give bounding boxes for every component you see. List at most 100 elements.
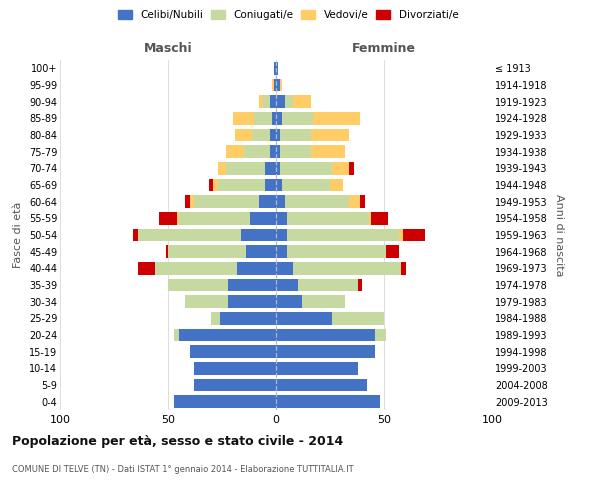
Bar bbox=[330, 179, 343, 192]
Bar bbox=[190, 346, 276, 358]
Bar bbox=[276, 396, 380, 408]
Bar bbox=[276, 346, 376, 358]
Bar bbox=[138, 229, 241, 241]
Bar bbox=[246, 246, 276, 258]
Bar bbox=[280, 79, 283, 92]
Bar bbox=[276, 112, 283, 124]
Bar bbox=[311, 129, 349, 141]
Bar bbox=[244, 146, 269, 158]
Y-axis label: Anni di nascita: Anni di nascita bbox=[554, 194, 564, 276]
Bar bbox=[269, 146, 276, 158]
Bar bbox=[376, 329, 386, 341]
Bar bbox=[371, 212, 388, 224]
Bar bbox=[313, 112, 360, 124]
Bar bbox=[399, 229, 403, 241]
Bar bbox=[237, 262, 276, 274]
Bar bbox=[218, 162, 226, 174]
Bar bbox=[276, 162, 280, 174]
Bar bbox=[274, 79, 276, 92]
Bar bbox=[360, 196, 365, 208]
Bar bbox=[241, 229, 276, 241]
Bar bbox=[298, 279, 358, 291]
Bar bbox=[311, 146, 345, 158]
Bar bbox=[175, 396, 276, 408]
Bar bbox=[220, 312, 276, 324]
Bar bbox=[280, 129, 311, 141]
Bar bbox=[155, 262, 237, 274]
Bar bbox=[276, 246, 287, 258]
Bar bbox=[358, 279, 362, 291]
Text: COMUNE DI TELVE (TN) - Dati ISTAT 1° gennaio 2014 - Elaborazione TUTTITALIA.IT: COMUNE DI TELVE (TN) - Dati ISTAT 1° gen… bbox=[12, 465, 353, 474]
Bar bbox=[349, 162, 354, 174]
Bar bbox=[190, 196, 194, 208]
Bar bbox=[287, 229, 399, 241]
Text: Maschi: Maschi bbox=[143, 42, 193, 55]
Bar bbox=[276, 262, 293, 274]
Bar bbox=[179, 212, 250, 224]
Bar bbox=[194, 379, 276, 391]
Bar bbox=[259, 196, 276, 208]
Bar bbox=[276, 362, 358, 374]
Bar bbox=[276, 79, 280, 92]
Bar bbox=[276, 329, 376, 341]
Bar bbox=[254, 112, 272, 124]
Bar bbox=[259, 96, 263, 108]
Bar bbox=[265, 179, 276, 192]
Bar bbox=[235, 129, 252, 141]
Bar bbox=[276, 379, 367, 391]
Bar bbox=[287, 212, 369, 224]
Bar bbox=[293, 96, 311, 108]
Bar bbox=[401, 262, 406, 274]
Bar bbox=[369, 212, 371, 224]
Bar bbox=[403, 229, 425, 241]
Bar bbox=[179, 329, 276, 341]
Bar bbox=[276, 212, 287, 224]
Bar bbox=[386, 246, 399, 258]
Bar bbox=[280, 146, 311, 158]
Bar bbox=[194, 362, 276, 374]
Bar bbox=[269, 129, 276, 141]
Bar bbox=[276, 96, 284, 108]
Bar bbox=[265, 162, 276, 174]
Bar bbox=[274, 62, 276, 74]
Bar bbox=[263, 96, 269, 108]
Bar bbox=[276, 129, 280, 141]
Bar bbox=[211, 312, 220, 324]
Bar bbox=[332, 312, 384, 324]
Bar bbox=[287, 246, 386, 258]
Bar bbox=[160, 212, 176, 224]
Bar bbox=[272, 79, 274, 92]
Bar bbox=[229, 279, 276, 291]
Bar bbox=[194, 196, 259, 208]
Bar bbox=[272, 112, 276, 124]
Bar bbox=[293, 262, 401, 274]
Bar bbox=[276, 279, 298, 291]
Bar bbox=[185, 196, 190, 208]
Bar bbox=[229, 296, 276, 308]
Bar bbox=[133, 229, 138, 241]
Bar bbox=[226, 146, 244, 158]
Bar bbox=[276, 229, 287, 241]
Bar bbox=[276, 179, 283, 192]
Text: Popolazione per età, sesso e stato civile - 2014: Popolazione per età, sesso e stato civil… bbox=[12, 435, 343, 448]
Bar bbox=[332, 162, 349, 174]
Bar bbox=[233, 112, 254, 124]
Bar bbox=[168, 279, 229, 291]
Text: Femmine: Femmine bbox=[352, 42, 416, 55]
Bar bbox=[284, 96, 293, 108]
Bar bbox=[276, 62, 278, 74]
Bar bbox=[168, 246, 246, 258]
Bar bbox=[252, 129, 269, 141]
Bar bbox=[218, 179, 265, 192]
Bar bbox=[349, 196, 360, 208]
Bar bbox=[138, 262, 155, 274]
Bar bbox=[176, 212, 179, 224]
Bar bbox=[166, 246, 168, 258]
Bar bbox=[185, 296, 229, 308]
Bar bbox=[280, 162, 332, 174]
Bar bbox=[283, 112, 313, 124]
Bar bbox=[214, 179, 218, 192]
Bar bbox=[276, 146, 280, 158]
Bar bbox=[209, 179, 214, 192]
Bar bbox=[175, 329, 179, 341]
